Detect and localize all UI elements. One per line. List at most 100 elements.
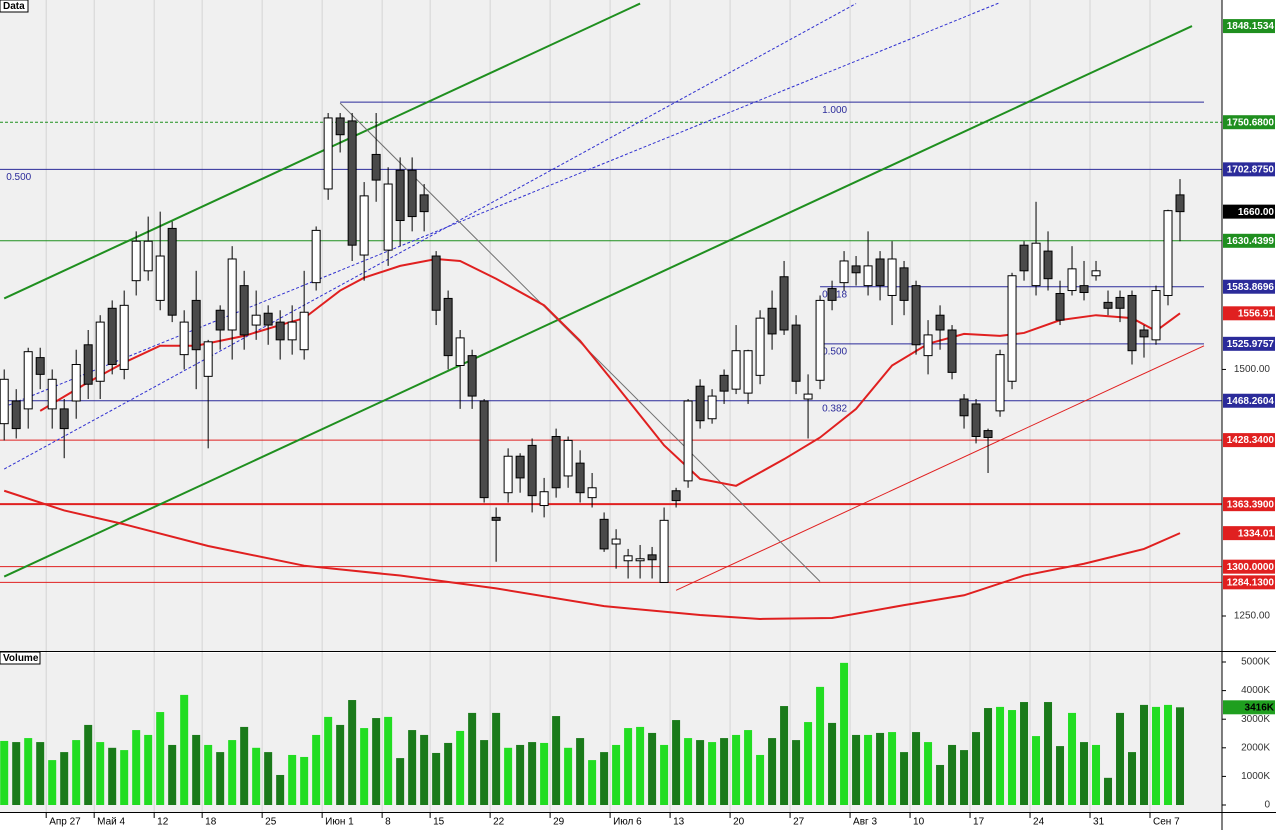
candle-body xyxy=(1127,294,1137,352)
candle-body xyxy=(623,555,633,562)
candle-body xyxy=(347,120,357,246)
price-tag-label: 1284.1300 xyxy=(1227,577,1275,588)
price-tag-label: 1702.8750 xyxy=(1227,164,1275,175)
candle-body xyxy=(215,309,225,331)
candle-body xyxy=(611,538,621,545)
candle-body xyxy=(839,260,849,284)
candle-body xyxy=(227,258,237,331)
candle-body xyxy=(515,455,525,479)
trend-line xyxy=(3,25,1193,578)
volume-bar xyxy=(1164,704,1173,805)
candle-body xyxy=(479,400,489,499)
candle-body xyxy=(419,194,429,213)
volume-bar xyxy=(696,740,705,805)
volume-bar xyxy=(1092,744,1101,805)
candle-body xyxy=(719,374,729,392)
candle-body xyxy=(263,312,273,326)
candle-body xyxy=(407,169,417,218)
x-tick-label: 31 xyxy=(1093,817,1105,828)
volume-bar xyxy=(132,730,141,805)
volume-bar xyxy=(912,732,921,805)
price-tag-label: 1428.3400 xyxy=(1227,435,1275,446)
candle-body xyxy=(731,350,741,390)
trend-line xyxy=(3,2,641,300)
price-tag xyxy=(1223,306,1275,321)
volume-bar xyxy=(1128,752,1137,805)
x-tick-label: 25 xyxy=(265,817,277,828)
volume-bar xyxy=(372,718,381,805)
price-tag xyxy=(1223,575,1275,590)
volume-bar xyxy=(480,740,489,805)
x-tick-label: 13 xyxy=(673,817,685,828)
volume-bar xyxy=(516,744,525,805)
candle-body xyxy=(203,341,213,377)
price-tag xyxy=(1223,433,1275,448)
candle-body xyxy=(671,490,681,502)
volume-bar xyxy=(312,734,321,805)
candle-body xyxy=(563,439,573,477)
y-tick-label: 0 xyxy=(1264,800,1270,811)
volume-panel xyxy=(0,653,1222,812)
candle-body xyxy=(659,519,669,583)
volume-bar xyxy=(648,732,657,805)
volume-bar xyxy=(0,740,9,805)
price-tag-label: 1468.2604 xyxy=(1227,396,1275,407)
trend-line xyxy=(3,3,857,470)
candle-body xyxy=(119,304,129,370)
candle-body xyxy=(971,403,981,437)
candle-body xyxy=(959,398,969,417)
volume-title: Volume xyxy=(3,653,39,664)
x-tick-label: Май 4 xyxy=(97,817,125,828)
volume-bar xyxy=(660,744,669,805)
candle-body xyxy=(647,554,657,561)
price-tag-label: 1300.0000 xyxy=(1227,562,1275,573)
volume-bar xyxy=(1068,712,1077,805)
candle-body xyxy=(923,334,933,357)
candle-body xyxy=(935,314,945,331)
volume-bar xyxy=(456,730,465,805)
volume-bar xyxy=(504,747,513,805)
x-tick-label: 29 xyxy=(553,817,565,828)
candle-body xyxy=(1115,296,1125,309)
candle-body xyxy=(59,408,69,430)
volume-bar xyxy=(792,740,801,805)
candle-body xyxy=(251,314,261,326)
price-tag-label: 1750.6800 xyxy=(1227,117,1275,128)
y-tick-label: 2000K xyxy=(1241,742,1270,753)
candle-body xyxy=(443,297,453,357)
price-tag xyxy=(1223,204,1275,219)
x-tick-label: 17 xyxy=(973,817,985,828)
volume-bar xyxy=(216,752,225,805)
volume-bar xyxy=(96,742,105,805)
candle-body xyxy=(995,354,1005,412)
moving-average xyxy=(3,489,1181,620)
x-tick-label: 20 xyxy=(733,817,745,828)
volume-bar xyxy=(768,738,777,805)
volume-bar xyxy=(348,700,357,805)
candle-body xyxy=(851,265,861,274)
volume-bar xyxy=(564,747,573,805)
candle-body xyxy=(431,255,441,311)
volume-bar xyxy=(576,738,585,805)
candle-body xyxy=(539,491,549,507)
candle-body xyxy=(755,317,765,376)
volume-bar xyxy=(384,716,393,805)
x-tick-label: Июн 1 xyxy=(325,817,354,828)
candle-body xyxy=(83,344,93,385)
candle-body xyxy=(11,400,21,430)
candle-body xyxy=(131,240,141,282)
volume-bar xyxy=(252,747,261,805)
fib-ratio: 0.382 xyxy=(822,403,847,414)
volume-bar xyxy=(24,738,33,805)
x-tick-label: 10 xyxy=(913,817,925,828)
candle-body xyxy=(1067,268,1077,292)
price-tag-label: 3416K xyxy=(1245,702,1275,713)
fib-ratio: 1.000 xyxy=(822,105,847,116)
volume-bar xyxy=(120,750,129,805)
volume-bar xyxy=(1140,704,1149,805)
candle-body xyxy=(491,516,501,521)
candle-body xyxy=(143,240,153,272)
candle-body xyxy=(455,337,465,366)
x-tick-label: Авг 3 xyxy=(853,817,877,828)
